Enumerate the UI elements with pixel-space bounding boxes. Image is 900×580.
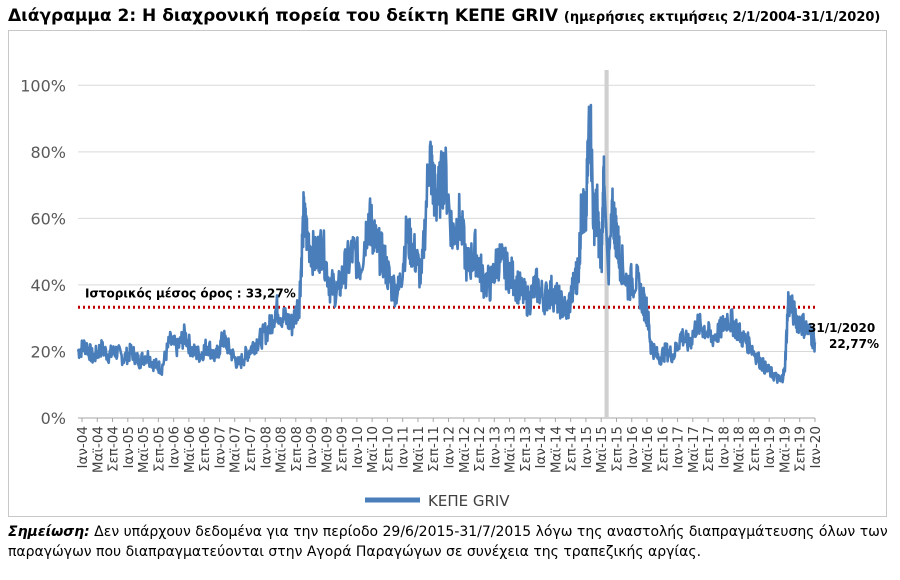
end-date-annotation: 31/1/2020 [808, 321, 875, 335]
x-tick-label: Σεπ-15 [609, 426, 625, 472]
x-tick-label: Μαϊ-11 [411, 426, 427, 473]
chart-title-main: Διάγραμμα 2: Η διαχρονική πορεία του δεί… [8, 6, 558, 26]
x-tick-label: Ιαν-20 [808, 426, 824, 468]
x-tick-label: Ιαν-17 [671, 426, 687, 468]
y-tick-label: 80% [30, 143, 66, 162]
y-tick-label: 20% [30, 342, 66, 361]
chart-subtitle: (ημερήσιες εκτιμήσεις 2/1/2004-31/1/2020… [563, 10, 881, 25]
x-tick-label: Σεπ-10 [380, 426, 396, 472]
x-tick-label: Μαϊ-07 [228, 426, 244, 473]
x-tick-label: Ιαν-09 [304, 426, 320, 468]
end-value-annotation: 22,77% [829, 337, 879, 351]
x-tick-label: Σεπ-19 [793, 426, 809, 472]
x-tick-label: Ιαν-06 [167, 426, 183, 468]
legend-label: ΚΕΠΕ GRIV [428, 492, 510, 510]
footnote: Σημείωση: Δεν υπάρχουν δεδομένα για την … [8, 522, 892, 562]
x-tick-label: Ιαν-05 [121, 426, 137, 468]
x-tick-label: Μαϊ-05 [136, 426, 152, 473]
x-tick-label: Σεπ-18 [747, 426, 763, 472]
x-tick-label: Σεπ-08 [289, 426, 305, 472]
y-tick-label: 0% [41, 409, 66, 428]
x-tick-label: Ιαν-07 [212, 426, 228, 468]
y-tick-label: 100% [20, 76, 66, 95]
x-tick-label: Ιαν-18 [716, 426, 732, 468]
x-tick-label: Σεπ-11 [426, 426, 442, 472]
x-tick-label: Ιαν-04 [75, 426, 91, 468]
x-tick-label: Ιαν-11 [396, 426, 412, 468]
x-tick-label: Σεπ-09 [335, 426, 351, 472]
chart-title: Διάγραμμα 2: Η διαχρονική πορεία του δεί… [8, 6, 880, 26]
footnote-lead: Σημείωση: [8, 524, 90, 540]
x-tick-label: Ιαν-14 [533, 426, 549, 468]
x-tick-label: Μαϊ-08 [274, 426, 290, 473]
x-tick-label: Μαϊ-19 [777, 426, 793, 473]
x-tick-label: Μαϊ-18 [732, 426, 748, 473]
x-tick-label: Μαϊ-09 [319, 426, 335, 473]
x-tick-label: Σεπ-05 [151, 426, 167, 472]
chart-frame [8, 30, 887, 517]
x-tick-label: Μαϊ-13 [503, 426, 519, 473]
x-tick-label: Ιαν-13 [487, 426, 503, 468]
y-tick-label: 60% [30, 209, 66, 228]
x-tick-label: Σεπ-16 [655, 426, 671, 472]
x-tick-label: Μαϊ-14 [548, 426, 564, 473]
y-tick-label: 40% [30, 276, 66, 295]
x-tick-label: Ιαν-08 [258, 426, 274, 468]
x-tick-label: Σεπ-04 [106, 426, 122, 472]
x-tick-label: Ιαν-16 [625, 426, 641, 468]
x-tick-label: Ιαν-12 [442, 426, 458, 468]
x-tick-label: Σεπ-06 [197, 426, 213, 472]
x-tick-label: Μαϊ-17 [686, 426, 702, 473]
footnote-text: Δεν υπάρχουν δεδομένα για την περίοδο 29… [8, 524, 888, 560]
x-tick-label: Σεπ-07 [243, 426, 259, 472]
x-tick-label: Ιαν-10 [350, 426, 366, 468]
x-tick-label: Ιαν-19 [762, 426, 778, 468]
mean-reference-label: Ιστορικός μέσος όρος : 33,27% [85, 286, 296, 300]
x-tick-label: Σεπ-17 [701, 426, 717, 472]
x-tick-label: Μαϊ-12 [457, 426, 473, 473]
x-tick-label: Σεπ-12 [472, 426, 488, 472]
x-tick-label: Μαϊ-16 [640, 426, 656, 473]
series-line-kepe-griv [76, 103, 817, 384]
x-tick-label: Ιαν-15 [579, 426, 595, 468]
x-tick-label: Μαϊ-04 [90, 426, 106, 473]
x-tick-label: Σεπ-13 [518, 426, 534, 472]
x-tick-label: Μαϊ-10 [365, 426, 381, 473]
x-tick-label: Μαϊ-15 [594, 426, 610, 473]
x-tick-label: Σεπ-14 [564, 426, 580, 472]
x-tick-label: Μαϊ-06 [182, 426, 198, 473]
